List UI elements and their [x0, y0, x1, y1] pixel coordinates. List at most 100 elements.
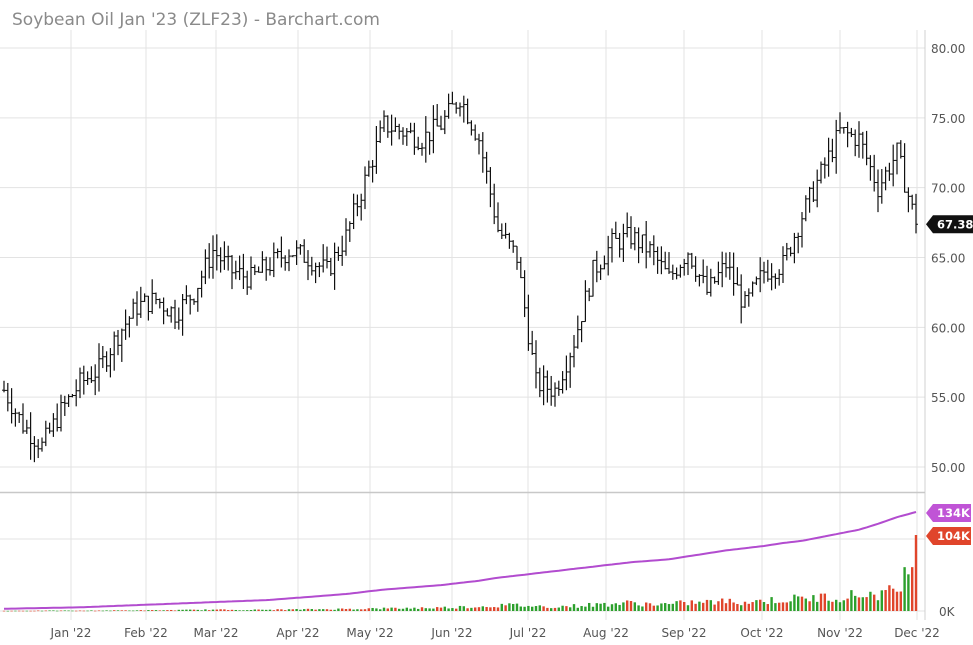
price-tick-label: 80.00	[931, 42, 965, 56]
volume-bar	[759, 599, 762, 611]
volume-bar	[295, 609, 298, 611]
volume-bar	[371, 607, 374, 611]
volume-bar	[458, 605, 462, 611]
volume-bar	[135, 610, 139, 611]
volume-bar	[512, 603, 515, 611]
volume-bar	[101, 610, 104, 612]
volume-bar	[762, 602, 766, 611]
volume-bar	[132, 610, 135, 612]
volume-bar	[97, 610, 101, 612]
volume-bar	[162, 610, 165, 611]
volume-bar	[299, 609, 302, 611]
volume-bar	[861, 597, 864, 611]
volume-bar	[591, 606, 595, 611]
volume-bar	[272, 610, 275, 611]
volume-bar	[208, 610, 211, 611]
price-bars	[2, 91, 918, 463]
date-tick-label: Jun '22	[430, 626, 472, 640]
volume-bar	[466, 608, 469, 611]
volume-bar	[432, 608, 435, 611]
volume-bar	[147, 610, 150, 611]
volume-bar	[337, 608, 340, 611]
volume-bar	[888, 585, 891, 611]
volume-bar	[899, 591, 902, 611]
volume-bar	[546, 607, 549, 611]
volume-bar	[857, 597, 861, 611]
volume-bar	[686, 605, 690, 611]
volume-bar	[375, 608, 378, 611]
price-tick-label: 50.00	[931, 461, 965, 475]
volume-bar	[485, 607, 488, 611]
volume-bar	[865, 597, 868, 611]
volume-bar	[656, 605, 659, 611]
volume-bar	[10, 610, 13, 612]
volume-bar	[831, 601, 834, 611]
volume-bar	[477, 607, 481, 611]
volume-bar	[580, 606, 583, 611]
volume-bar	[576, 607, 579, 611]
volume-bar	[322, 609, 325, 611]
volume-bar	[508, 603, 511, 611]
volume-bar	[702, 602, 705, 611]
volume-bar	[257, 609, 260, 611]
volume-bar	[413, 607, 416, 611]
volume-bar	[797, 596, 800, 611]
volume-bar	[14, 610, 17, 612]
volume-bar	[238, 610, 241, 611]
volume-bar	[880, 590, 883, 611]
volume-bar	[603, 602, 606, 611]
volume-bar	[379, 609, 382, 611]
volume-bar	[219, 609, 222, 611]
volume-badge-text: 104K	[937, 529, 971, 543]
volume-bar	[842, 600, 845, 611]
volume-bar	[835, 599, 838, 611]
volume-bar	[633, 602, 636, 611]
volume-bar	[588, 602, 591, 611]
volume-bar	[565, 606, 568, 611]
volume-bar	[827, 600, 830, 611]
volume-bar	[352, 609, 355, 611]
volume-bar	[717, 601, 720, 611]
volume-bar	[189, 609, 192, 611]
volume-bar	[29, 610, 32, 612]
volume-bar	[151, 610, 154, 611]
volume-bar	[200, 610, 203, 611]
date-tick-label: Aug '22	[583, 626, 629, 640]
volume-bar	[903, 567, 906, 611]
volume-bar	[679, 600, 682, 611]
date-tick-label: Oct '22	[740, 626, 783, 640]
volume-bar	[318, 609, 321, 611]
volume-bar	[451, 608, 454, 611]
volume-bar	[428, 608, 431, 611]
volume-bar	[489, 607, 492, 611]
volume-bar	[192, 609, 196, 611]
volume-bar	[303, 609, 306, 611]
volume-bar	[823, 593, 826, 611]
volume-bar	[341, 608, 344, 611]
volume-bar	[614, 603, 617, 611]
date-tick-label: Jan '22	[50, 626, 92, 640]
volume-bar	[398, 608, 401, 611]
volume-bar	[626, 600, 629, 611]
volume-bar	[310, 609, 313, 611]
volume-bar	[90, 610, 93, 612]
date-tick-label: Jul '22	[509, 626, 547, 640]
grid-lines	[0, 30, 926, 620]
volume-bar	[481, 606, 484, 611]
volume-bar	[884, 590, 887, 611]
volume-bar	[629, 601, 633, 611]
volume-bar	[474, 607, 477, 611]
volume-bar	[86, 610, 89, 612]
volume-bar	[329, 609, 332, 611]
volume-bar	[610, 604, 614, 611]
volume-bar	[306, 608, 310, 611]
volume-bar	[443, 606, 446, 611]
volume-bar	[268, 609, 272, 611]
price-tick-label: 55.00	[931, 391, 965, 405]
chart-title: Soybean Oil Jan '23 (ZLF23) - Barchart.c…	[12, 10, 380, 30]
volume-bar	[789, 601, 792, 611]
price-tick-label: 65.00	[931, 252, 965, 266]
volume-bar	[732, 602, 735, 611]
price-axis: 80.00 75.00 70.00 65.00 60.00 55.00 50.00 0K	[931, 42, 965, 619]
volume-bar	[740, 605, 743, 611]
